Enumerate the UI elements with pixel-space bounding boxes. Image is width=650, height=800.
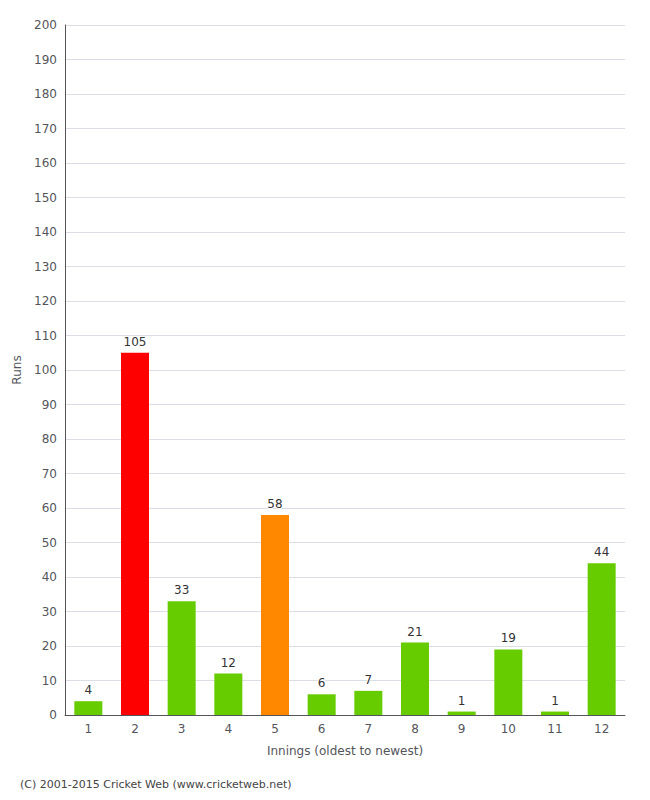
svg-text:11: 11 xyxy=(547,722,562,736)
svg-text:12: 12 xyxy=(221,656,236,670)
svg-text:180: 180 xyxy=(34,87,57,101)
svg-text:0: 0 xyxy=(49,708,57,722)
svg-text:7: 7 xyxy=(365,673,373,687)
svg-text:90: 90 xyxy=(42,398,57,412)
svg-text:2: 2 xyxy=(131,722,139,736)
svg-text:58: 58 xyxy=(267,497,282,511)
svg-text:8: 8 xyxy=(411,722,419,736)
svg-text:200: 200 xyxy=(34,18,57,32)
svg-text:6: 6 xyxy=(318,722,326,736)
svg-text:1: 1 xyxy=(85,722,93,736)
svg-text:9: 9 xyxy=(458,722,466,736)
svg-text:100: 100 xyxy=(34,363,57,377)
svg-text:80: 80 xyxy=(42,432,57,446)
svg-text:160: 160 xyxy=(34,156,57,170)
svg-text:7: 7 xyxy=(365,722,373,736)
svg-text:4: 4 xyxy=(225,722,233,736)
svg-text:70: 70 xyxy=(42,467,57,481)
svg-text:130: 130 xyxy=(34,260,57,274)
svg-text:10: 10 xyxy=(501,722,516,736)
svg-text:190: 190 xyxy=(34,53,57,67)
svg-text:1: 1 xyxy=(458,694,466,708)
svg-text:60: 60 xyxy=(42,501,57,515)
svg-text:4: 4 xyxy=(85,683,93,697)
svg-text:1: 1 xyxy=(551,694,559,708)
svg-text:150: 150 xyxy=(34,191,57,205)
svg-text:110: 110 xyxy=(34,329,57,343)
svg-text:6: 6 xyxy=(318,676,326,690)
svg-text:Innings (oldest to newest): Innings (oldest to newest) xyxy=(267,744,423,758)
svg-text:120: 120 xyxy=(34,294,57,308)
svg-text:12: 12 xyxy=(594,722,609,736)
svg-text:19: 19 xyxy=(501,631,516,645)
svg-text:3: 3 xyxy=(178,722,186,736)
svg-text:5: 5 xyxy=(271,722,279,736)
svg-text:Runs: Runs xyxy=(10,355,24,384)
svg-text:33: 33 xyxy=(174,583,189,597)
svg-text:40: 40 xyxy=(42,570,57,584)
svg-text:(C) 2001-2015 Cricket Web (www: (C) 2001-2015 Cricket Web (www.cricketwe… xyxy=(20,778,292,791)
svg-text:30: 30 xyxy=(42,605,57,619)
svg-text:10: 10 xyxy=(42,674,57,688)
svg-text:170: 170 xyxy=(34,122,57,136)
svg-text:140: 140 xyxy=(34,225,57,239)
svg-text:21: 21 xyxy=(407,625,422,639)
svg-text:20: 20 xyxy=(42,639,57,653)
svg-text:50: 50 xyxy=(42,536,57,550)
svg-text:44: 44 xyxy=(594,545,609,559)
svg-text:105: 105 xyxy=(124,335,147,349)
